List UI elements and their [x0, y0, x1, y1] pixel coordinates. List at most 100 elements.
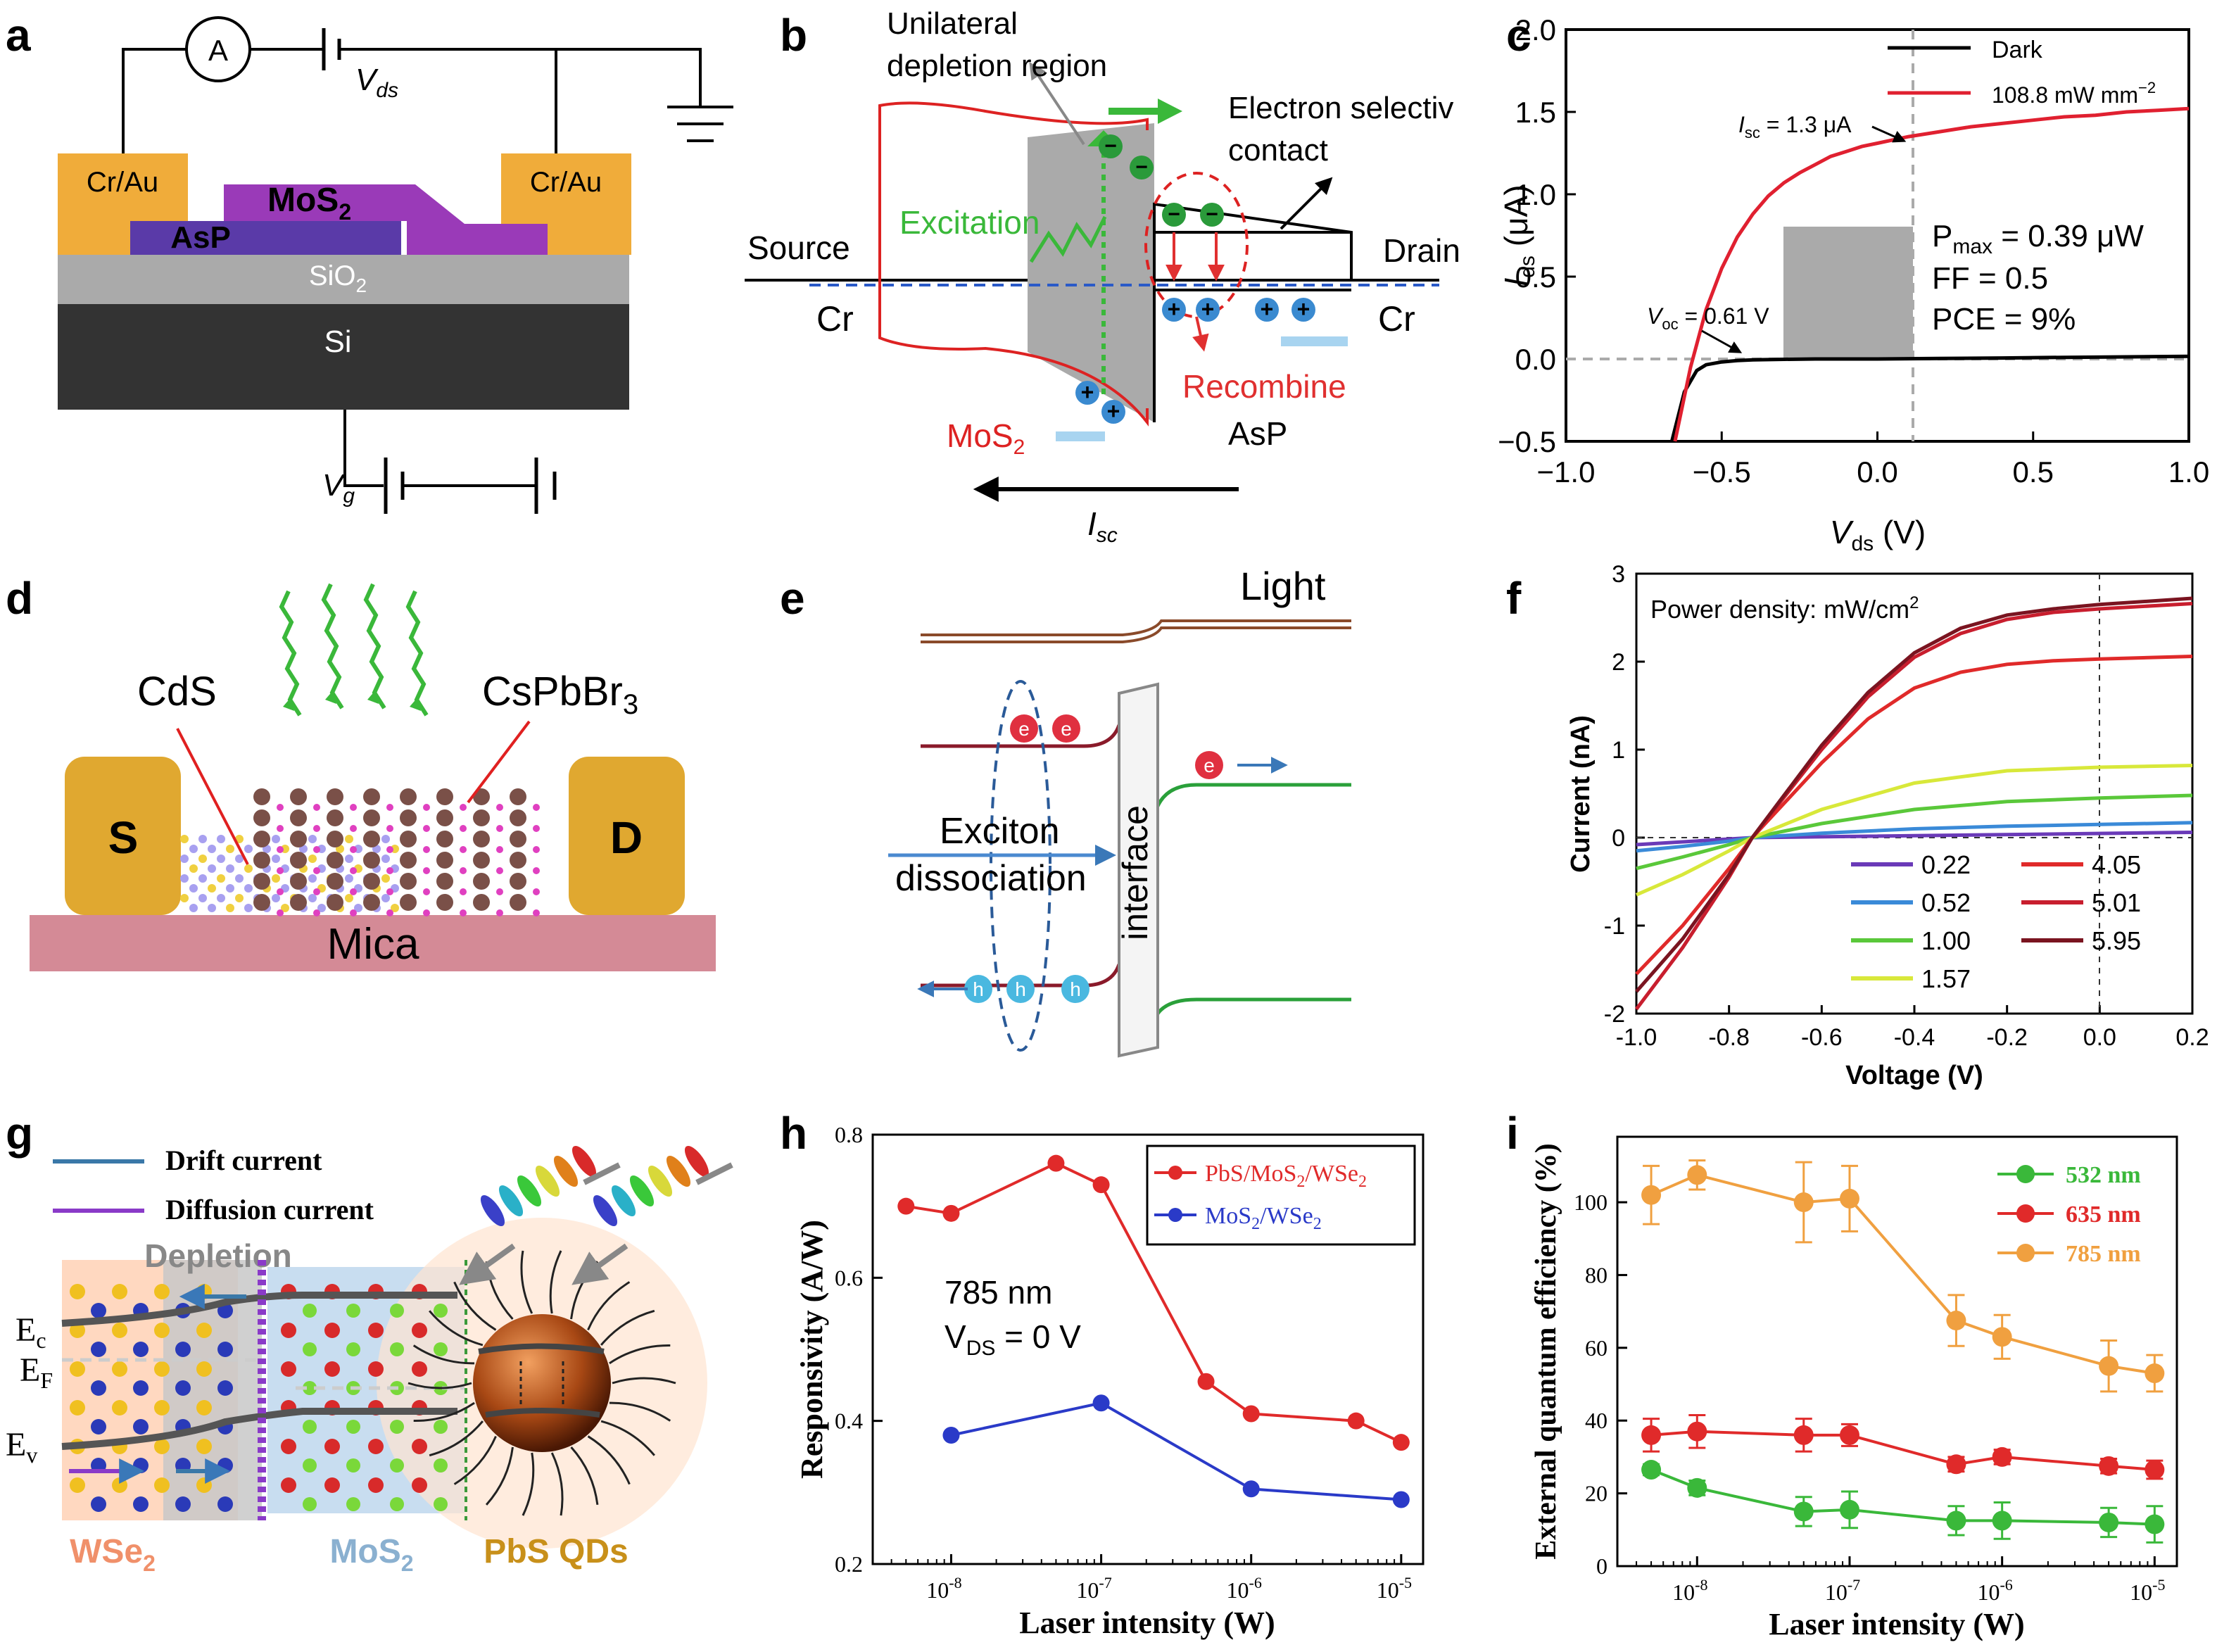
series-line — [1650, 1173, 2155, 1375]
chart-i-series — [1641, 1159, 2165, 1544]
cds-atom — [189, 904, 198, 912]
legend-label: 785 nm — [2066, 1241, 2141, 1267]
br-atom — [386, 909, 393, 916]
ff-label: FF = 0.5 — [1932, 261, 2048, 296]
data-point — [2145, 1363, 2165, 1384]
cds-atom — [244, 904, 253, 912]
cds-atom — [208, 884, 216, 893]
cds-atom — [354, 904, 362, 912]
chart-c-ytick-label: 1.0 — [1515, 178, 1556, 211]
drain-electrode-label: D — [610, 812, 643, 863]
data-point — [1687, 1165, 1707, 1185]
cds-atom — [189, 845, 198, 853]
cspbbr3-atom — [253, 852, 270, 869]
cspbbr3-atom — [253, 788, 270, 805]
crystal-lattice — [180, 788, 540, 916]
photon-wave-segment — [593, 1194, 618, 1227]
ligand-chain — [408, 1382, 472, 1389]
photon-arrow-head — [367, 690, 379, 704]
cspbbr3-atom — [363, 788, 380, 805]
s-atom — [303, 1304, 317, 1318]
ligand-chain — [412, 1344, 475, 1365]
cspbbr3-atom — [400, 809, 417, 826]
br-atom — [460, 804, 467, 811]
br-atom — [533, 909, 540, 916]
cds-atom — [308, 874, 317, 883]
cspbbr3-atom — [436, 809, 453, 826]
chart-h-xlabel: Laser intensity (W) — [1019, 1606, 1275, 1640]
panel-b-band-diagram: Unilateral depletion region Electron sel… — [745, 6, 1460, 547]
recombine-pointer — [1192, 316, 1209, 352]
cds-atom — [217, 874, 225, 883]
electron-icon — [1162, 203, 1186, 227]
photon-arrow — [571, 1243, 629, 1285]
br-atom — [386, 888, 393, 895]
ligand-chain — [429, 1310, 484, 1347]
cspbbr3-atom — [400, 873, 417, 890]
panel-label-c: c — [1506, 10, 1531, 61]
se-atom — [154, 1323, 170, 1338]
photon-wave-segment — [480, 1194, 505, 1227]
cspbbr3-atom — [400, 788, 417, 805]
diffusion-legend-label: Diffusion current — [165, 1194, 374, 1225]
xtick-base: 10 — [926, 1577, 949, 1603]
electron-icon — [1099, 134, 1123, 158]
electron-icon — [1010, 714, 1038, 743]
sio2-layer — [58, 255, 629, 304]
cds-atom — [381, 835, 390, 843]
qd-ligands — [408, 1250, 676, 1516]
cds-atom — [208, 845, 216, 853]
hole-sign: + — [1168, 296, 1181, 322]
depletion-region — [1028, 123, 1154, 422]
electron-icon — [1052, 714, 1080, 743]
data-point — [1242, 1405, 1260, 1423]
cds-atom — [235, 855, 244, 863]
br-atom — [313, 888, 320, 895]
mos2-conduction-band — [878, 101, 1149, 280]
xtick-base: 10 — [1672, 1580, 1695, 1605]
exciton-label: Exciton — [940, 811, 1060, 852]
ec-label: Ec — [15, 1311, 46, 1353]
cspbbr3-atom — [473, 873, 490, 890]
xtick-exp: -7 — [1099, 1574, 1111, 1591]
data-point — [1242, 1480, 1260, 1498]
incident-light-icon — [279, 583, 429, 717]
se-atom — [196, 1361, 212, 1377]
qd-conduction-band — [478, 1343, 605, 1354]
br-atom — [313, 909, 320, 916]
ytick-label: 40 — [1585, 1408, 1608, 1433]
cspbbr3-atom — [436, 873, 453, 890]
xtick-base: 10 — [2130, 1580, 2152, 1605]
cds-atom — [391, 904, 399, 912]
data-point — [1092, 1176, 1110, 1194]
s-atom — [346, 1458, 360, 1473]
w-atom — [133, 1419, 149, 1435]
wse2-label: WSe2 — [70, 1533, 156, 1576]
mo-atom — [368, 1361, 384, 1377]
data-point — [2099, 1356, 2119, 1376]
photon-wave-segment — [535, 1165, 560, 1197]
photon-wave-segment — [498, 1185, 524, 1217]
br-atom — [350, 825, 357, 832]
mo-atom — [368, 1439, 384, 1454]
pbs-quantum-dot — [473, 1314, 611, 1452]
xtick-exp: -5 — [2152, 1576, 2165, 1594]
chart-f-xtick-label: -0.8 — [1708, 1024, 1750, 1051]
xtick-base: 10 — [1227, 1577, 1249, 1603]
chart-i-ylabel: External quantum efficiency (%) — [1530, 1143, 1562, 1559]
se-atom — [154, 1400, 170, 1415]
gate-wire — [343, 410, 384, 487]
pmax-label: Pmax = 0.39 μW — [1932, 219, 2144, 258]
br-atom — [460, 846, 467, 853]
legend-label: 5.95 — [2092, 926, 2141, 955]
br-atom — [496, 888, 503, 895]
incident-light-icon — [459, 1145, 733, 1285]
mo-atom — [324, 1439, 340, 1454]
xtick-base: 10 — [1377, 1577, 1399, 1603]
photon-arrow-head — [410, 697, 421, 711]
data-point — [1092, 1394, 1110, 1412]
panel-label-b: b — [780, 10, 807, 61]
mo-atom — [324, 1323, 340, 1338]
cds-atom — [308, 855, 317, 863]
